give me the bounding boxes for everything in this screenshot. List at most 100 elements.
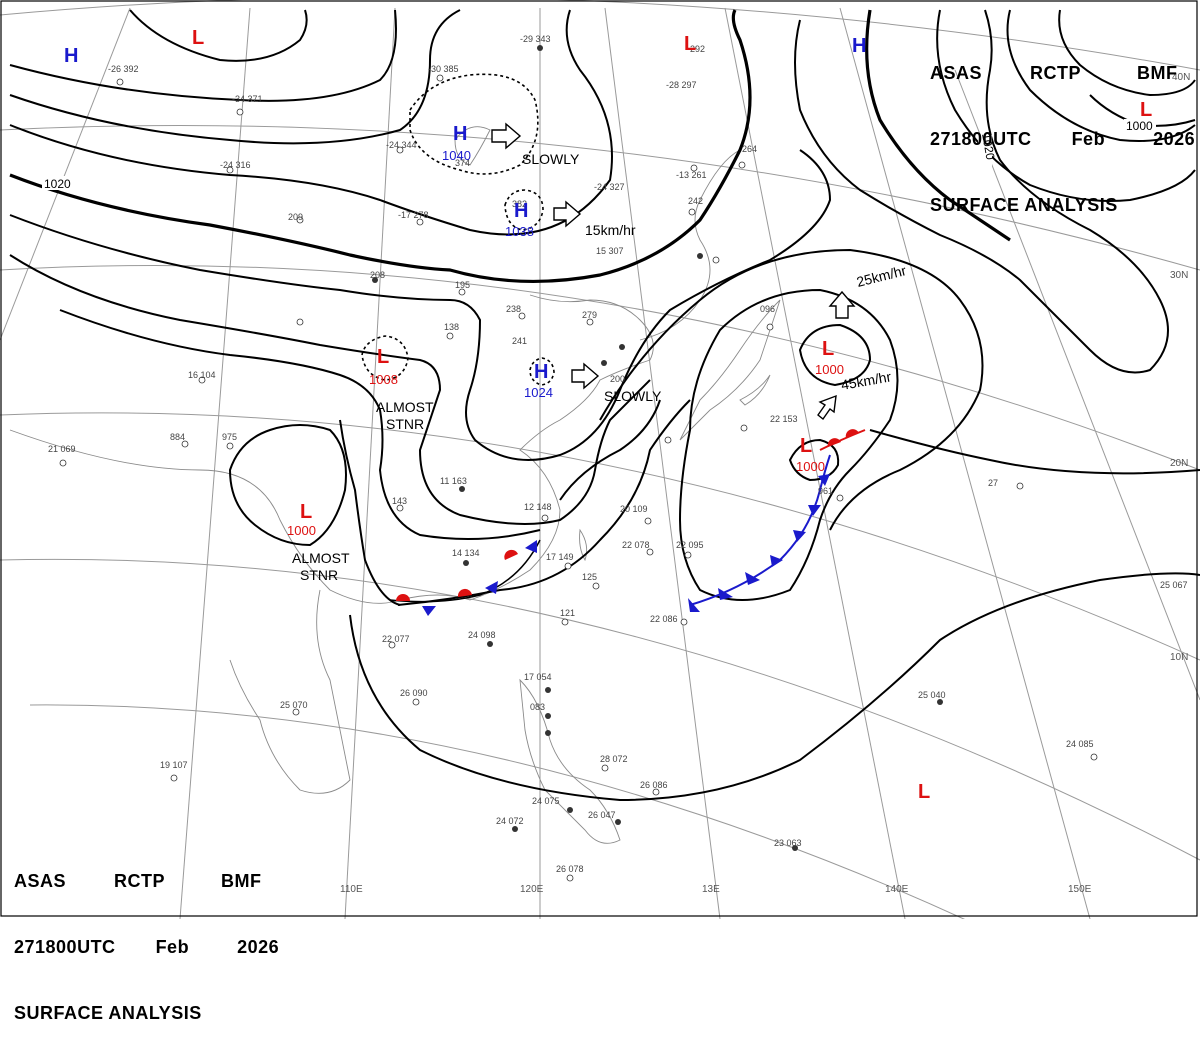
station-plot-label: 12 148 bbox=[524, 502, 552, 512]
lon-label-110e: 110E bbox=[340, 884, 363, 895]
station-plot-label: 22 078 bbox=[622, 540, 650, 550]
pressure-centers: H L H 1040 H 1038 L H L L 1008 H 1024 L … bbox=[64, 27, 1152, 803]
motion-stnr-l1000: STNR bbox=[300, 567, 338, 583]
station-plot-label: 22 086 bbox=[650, 614, 678, 624]
station-plot-label: 19 107 bbox=[160, 760, 188, 770]
station-plot-label: 20 109 bbox=[620, 504, 648, 514]
station-plot-label: 24 085 bbox=[1066, 739, 1094, 749]
header-time: 271800UTC bbox=[930, 129, 1032, 149]
station-plot-label: -24 316 bbox=[220, 160, 251, 170]
cold-front bbox=[688, 454, 831, 612]
low-center-1000-north: L bbox=[822, 338, 834, 360]
station-plot-label: 15 307 bbox=[596, 246, 624, 256]
isobar-label-1020-east: 1020 bbox=[979, 132, 997, 161]
motion-stnr-l1008: STNR bbox=[386, 416, 424, 432]
isobar-label-1020-west: 1020 bbox=[44, 177, 71, 191]
isobars bbox=[9, 9, 1200, 802]
motion-arrow-h1038 bbox=[553, 200, 582, 228]
station-plot-label: 17 054 bbox=[524, 672, 552, 682]
station-plot-label: -24 327 bbox=[594, 182, 625, 192]
isobar-label-1000-east: 1000 bbox=[1126, 119, 1153, 133]
motion-arrow-l1000-north bbox=[828, 290, 856, 319]
header-station: RCTP bbox=[1030, 63, 1082, 83]
station-plot-label: 096 bbox=[760, 304, 775, 314]
station-plot-label: 25 067 bbox=[1160, 580, 1188, 590]
station-plot-label: -29 343 bbox=[520, 34, 551, 44]
station-plot-label: 083 bbox=[530, 702, 545, 712]
header-bottom-left: ASAS RCTP BMF 271800UTC Feb 2026 SURFACE ANA… bbox=[14, 826, 279, 1046]
station-plot-label: 208 bbox=[370, 270, 385, 280]
high-1024-pressure: 1024 bbox=[524, 385, 553, 400]
lon-label-120e: 120E bbox=[520, 884, 544, 895]
footer-station: RCTP bbox=[114, 871, 166, 891]
header-top-right: ASAS RCTP BMF 271800UTC Feb 2026 SURFACE ANA… bbox=[930, 18, 1195, 238]
longitude-grid bbox=[0, 7, 1200, 919]
motion-arrows bbox=[491, 122, 856, 421]
station-plot-label: 961 bbox=[818, 486, 833, 496]
station-plot-label: 884 bbox=[170, 432, 185, 442]
axis-labels: 110E 120E 13Е 140E 150E 40N 30N 20N 10N bbox=[340, 72, 1190, 895]
motion-arrow-h1040 bbox=[491, 122, 522, 150]
high-center-ne: H bbox=[852, 35, 866, 57]
low-center-south: L bbox=[918, 781, 930, 803]
station-plot-label: 22 153 bbox=[770, 414, 798, 424]
motion-arrow-l1000-ne bbox=[817, 394, 837, 421]
motion-15kmhr: 15km/hr bbox=[585, 222, 636, 238]
station-plot-label: 22 077 bbox=[382, 634, 410, 644]
lat-label-10n: 10N bbox=[1170, 652, 1188, 663]
footer-time: 271800UTC bbox=[14, 937, 116, 957]
station-plot-label: 374 bbox=[455, 158, 470, 168]
stationary-front bbox=[389, 539, 541, 616]
lon-label-130e: 13Е bbox=[702, 884, 720, 895]
station-plot-label: 209 bbox=[288, 212, 303, 222]
station-plot-label: 138 bbox=[444, 322, 459, 332]
footer-year: 2026 bbox=[237, 937, 280, 957]
header-year: 2026 bbox=[1153, 129, 1196, 149]
station-plot-label: 200 bbox=[610, 374, 625, 384]
low-1000-west-pressure: 1000 bbox=[287, 523, 316, 538]
station-plot-label: 121 bbox=[560, 608, 575, 618]
footer-time-line: 271800UTC Feb 2026 bbox=[14, 936, 279, 958]
low-center-ne-coast: L bbox=[684, 33, 696, 55]
motion-almost-l1000: ALMOST bbox=[292, 550, 350, 566]
high-1040-pressure: 1040 bbox=[442, 148, 471, 163]
header-agency: ASAS bbox=[930, 63, 983, 83]
station-plot-label: 24 072 bbox=[496, 816, 524, 826]
station-plot-label: 195 bbox=[455, 280, 470, 290]
station-plot-label: 16 104 bbox=[188, 370, 216, 380]
motion-slowly-h1040: SLOWLY bbox=[522, 151, 580, 167]
footer-month: Feb bbox=[155, 937, 190, 957]
motion-slowly-h1024: SLOWLY bbox=[604, 388, 662, 404]
station-plot-label: 14 134 bbox=[452, 548, 480, 558]
lat-label-40n: 40N bbox=[1172, 72, 1190, 83]
high-1038-pressure: 1038 bbox=[505, 224, 534, 239]
dotted-isobars bbox=[361, 73, 555, 386]
weather-map: -26 392 -34 371 -30 385 -29 343 -24 344 -24 3… bbox=[0, 0, 1200, 919]
lon-label-140e: 140E bbox=[885, 884, 909, 895]
station-markers bbox=[59, 45, 1098, 882]
station-plot-label: 238 bbox=[506, 304, 521, 314]
station-plot-label: 25 070 bbox=[280, 700, 308, 710]
station-plot-label: 25 040 bbox=[918, 690, 946, 700]
station-plot-label: -24 344 bbox=[386, 140, 417, 150]
station-plot-label: 292 bbox=[690, 44, 705, 54]
motion-arrow-h1024 bbox=[571, 362, 600, 390]
station-plot-label: 24 098 bbox=[468, 630, 496, 640]
station-plot-label: 11 163 bbox=[440, 476, 467, 486]
warm-front bbox=[819, 429, 866, 451]
station-plot-label: 22 095 bbox=[676, 540, 704, 550]
station-plot-label: 24 075 bbox=[532, 796, 560, 806]
footer-agency-line: ASAS RCTP BMF bbox=[14, 870, 279, 892]
station-plot-label: -13 261 bbox=[676, 170, 707, 180]
station-plot-label: 264 bbox=[742, 144, 757, 154]
station-plot-label: -26 392 bbox=[108, 64, 139, 74]
station-plot-label: 26 047 bbox=[588, 810, 616, 820]
station-plot-label: -17 278 bbox=[398, 210, 429, 220]
footer-agency: ASAS bbox=[14, 871, 67, 891]
station-plot-label: 382 bbox=[512, 199, 527, 209]
station-plot-label: 26 078 bbox=[556, 864, 584, 874]
low-center-1008: L bbox=[377, 346, 389, 368]
high-center-1040: H bbox=[453, 123, 467, 145]
station-plot-label: 28 072 bbox=[600, 754, 628, 764]
low-1000-front-pressure: 1000 bbox=[796, 459, 825, 474]
